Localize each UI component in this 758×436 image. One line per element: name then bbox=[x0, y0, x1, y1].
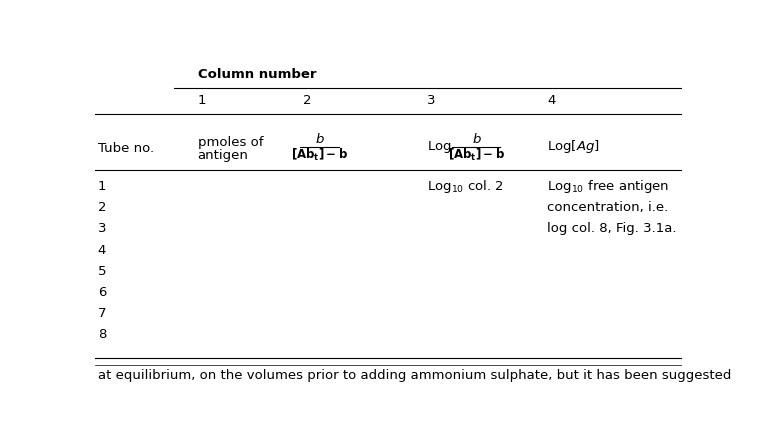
Text: at equilibrium, on the volumes prior to adding ammonium sulphate, but it has bee: at equilibrium, on the volumes prior to … bbox=[98, 369, 731, 382]
Text: 4: 4 bbox=[98, 244, 106, 256]
Text: $\mathbf{\mathit{b}}$: $\mathbf{\mathit{b}}$ bbox=[471, 132, 481, 146]
Text: 2: 2 bbox=[303, 95, 312, 108]
Text: concentration, i.e.: concentration, i.e. bbox=[547, 201, 669, 214]
Text: log col. 8, Fig. 3.1a.: log col. 8, Fig. 3.1a. bbox=[547, 222, 677, 235]
Text: $\mathbf{\mathit{b}}$: $\mathbf{\mathit{b}}$ bbox=[315, 132, 324, 146]
Text: 4: 4 bbox=[547, 95, 556, 108]
Text: 7: 7 bbox=[98, 307, 106, 320]
Text: 1: 1 bbox=[198, 95, 206, 108]
Text: 8: 8 bbox=[98, 328, 106, 341]
Text: Tube no.: Tube no. bbox=[98, 142, 154, 154]
Text: 1: 1 bbox=[98, 180, 106, 193]
Text: 3: 3 bbox=[427, 95, 435, 108]
Text: $\mathbf{[Ab_t]-b}$: $\mathbf{[Ab_t]-b}$ bbox=[448, 147, 505, 164]
Text: $\mathrm{Log}_{10}$ free antigen: $\mathrm{Log}_{10}$ free antigen bbox=[547, 178, 669, 195]
Text: 2: 2 bbox=[98, 201, 106, 214]
Text: pmoles of: pmoles of bbox=[198, 136, 263, 149]
Text: $\mathrm{Log}_{10}$ col. 2: $\mathrm{Log}_{10}$ col. 2 bbox=[427, 178, 503, 195]
Text: 6: 6 bbox=[98, 286, 106, 299]
Text: 5: 5 bbox=[98, 265, 106, 278]
Text: 3: 3 bbox=[98, 222, 106, 235]
Text: $\mathrm{Log}[\mathit{Ag}]$: $\mathrm{Log}[\mathit{Ag}]$ bbox=[547, 139, 600, 156]
Text: $\mathbf{[Ab_t]-b}$: $\mathbf{[Ab_t]-b}$ bbox=[291, 147, 348, 164]
Text: Column number: Column number bbox=[198, 68, 316, 81]
Text: $\mathrm{Log}$: $\mathrm{Log}$ bbox=[427, 139, 452, 155]
Text: antigen: antigen bbox=[198, 149, 249, 162]
